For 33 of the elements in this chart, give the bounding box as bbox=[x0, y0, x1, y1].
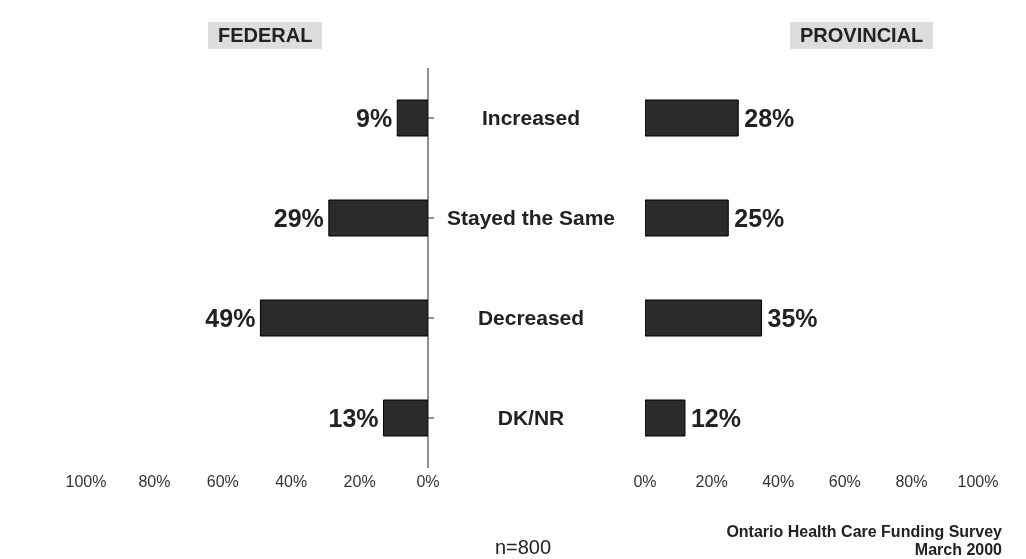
text: March 2000 bbox=[913, 541, 1002, 559]
y-tick-label: Increased bbox=[481, 106, 581, 130]
bar bbox=[645, 299, 763, 337]
x-tick-label: 40% bbox=[275, 473, 308, 491]
data-label: 35% bbox=[767, 303, 818, 332]
x-tick-label: 60% bbox=[206, 473, 239, 491]
x-tick-label: 0% bbox=[633, 473, 657, 491]
data-label: 29% bbox=[273, 203, 324, 232]
data-label: 49% bbox=[205, 303, 256, 332]
x-tick-label: 40% bbox=[762, 473, 795, 491]
x-tick-label: 20% bbox=[343, 473, 376, 491]
text: n=800 bbox=[493, 536, 553, 559]
x-tick-label: 0% bbox=[416, 473, 440, 491]
text: Ontario Health Care Funding Survey bbox=[726, 523, 1002, 541]
bar bbox=[645, 99, 739, 137]
x-tick-label: 60% bbox=[828, 473, 861, 491]
data-label: 28% bbox=[744, 103, 795, 132]
data-label: 13% bbox=[328, 403, 379, 432]
x-tick-label: 80% bbox=[138, 473, 171, 491]
data-label: 9% bbox=[356, 103, 393, 132]
data-label: 25% bbox=[734, 203, 785, 232]
y-tick-label: Stayed the Same bbox=[446, 206, 616, 230]
bar bbox=[645, 399, 686, 437]
x-tick-label: 100% bbox=[65, 473, 107, 491]
data-label: 12% bbox=[690, 403, 742, 432]
y-tick-label: Decreased bbox=[477, 306, 585, 330]
x-tick-label: 20% bbox=[695, 473, 728, 491]
y-tick-label: DK/NR bbox=[497, 406, 565, 430]
x-tick-label: 80% bbox=[895, 473, 928, 491]
chart-title: PROVINCIAL bbox=[790, 22, 934, 49]
chart-title: FEDERAL bbox=[208, 22, 323, 49]
x-tick-label: 100% bbox=[957, 473, 999, 491]
bar bbox=[645, 199, 729, 237]
